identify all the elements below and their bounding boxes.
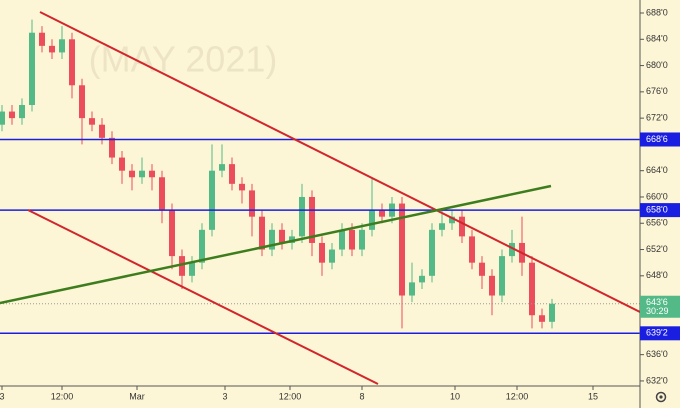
price-label-box bbox=[640, 203, 680, 218]
candle-body bbox=[169, 210, 175, 257]
candle-body bbox=[279, 229, 285, 243]
trend-line bbox=[0, 184, 552, 305]
candle-body bbox=[239, 183, 245, 191]
candle-body bbox=[309, 196, 315, 243]
y-tick-label: 660'0 bbox=[646, 191, 668, 201]
candle-body bbox=[129, 170, 135, 178]
price-label: 668'6 bbox=[646, 134, 668, 144]
candle-body bbox=[329, 249, 335, 263]
y-tick-label: 688'0 bbox=[646, 7, 668, 17]
candle-body bbox=[469, 236, 475, 263]
candle-body bbox=[39, 32, 45, 46]
y-tick-label: 652'0 bbox=[646, 244, 668, 254]
candle-body bbox=[149, 170, 155, 178]
x-tick-label: 12:00 bbox=[279, 391, 302, 401]
candle-body bbox=[69, 39, 75, 86]
candle-body bbox=[189, 262, 195, 276]
countdown-label: 30:29 bbox=[646, 306, 669, 316]
candle-body bbox=[229, 164, 235, 184]
candle-body bbox=[359, 229, 365, 250]
candle-body bbox=[489, 275, 495, 296]
candle-body bbox=[379, 210, 385, 217]
candle-body bbox=[79, 85, 85, 119]
price-label-box bbox=[640, 326, 680, 341]
candle-body bbox=[109, 137, 115, 158]
y-tick-label: 648'0 bbox=[646, 270, 668, 280]
price-label-box bbox=[640, 132, 680, 147]
candle-body bbox=[439, 223, 445, 230]
candle-body bbox=[29, 32, 35, 105]
x-tick-label: 10 bbox=[450, 391, 460, 401]
y-tick-label: 636'0 bbox=[646, 349, 668, 359]
last-price-box bbox=[640, 295, 680, 318]
candle-body bbox=[289, 236, 295, 243]
candle-body bbox=[549, 303, 555, 322]
settings-icon[interactable] bbox=[655, 391, 667, 403]
y-tick-label: 632'0 bbox=[646, 375, 668, 385]
trend-line bbox=[39, 11, 641, 313]
candle-body bbox=[209, 170, 215, 230]
candle-body bbox=[259, 216, 265, 250]
candle-body bbox=[369, 210, 375, 230]
trend-line bbox=[27, 209, 379, 385]
candle-body bbox=[339, 229, 345, 250]
candle-body bbox=[409, 282, 415, 296]
candle-body bbox=[119, 157, 125, 171]
y-tick-label: 684'0 bbox=[646, 34, 668, 44]
y-tick-label: 672'0 bbox=[646, 113, 668, 123]
candle-body bbox=[199, 229, 205, 263]
candle-body bbox=[449, 216, 455, 224]
candle-body bbox=[419, 275, 425, 283]
candle-body bbox=[219, 164, 225, 171]
y-tick-label: 656'0 bbox=[646, 218, 668, 228]
last-price-label: 643'6 bbox=[646, 297, 668, 307]
candle-body bbox=[9, 111, 15, 119]
candle-body bbox=[269, 229, 275, 250]
price-label: 639'2 bbox=[646, 328, 668, 338]
x-tick-label: 3 bbox=[0, 391, 5, 401]
candle-body bbox=[249, 190, 255, 217]
candle-body bbox=[539, 315, 545, 322]
candle-body bbox=[59, 39, 65, 53]
candle-body bbox=[179, 256, 185, 276]
candle-body bbox=[509, 242, 515, 257]
x-tick-label: 15 bbox=[588, 391, 598, 401]
candle-body bbox=[499, 256, 505, 296]
candle-body bbox=[99, 124, 105, 138]
candle-body bbox=[429, 229, 435, 276]
candle-body bbox=[49, 45, 55, 53]
x-tick-label: 12:00 bbox=[51, 391, 74, 401]
x-tick-label: 3 bbox=[222, 391, 227, 401]
y-tick-label: 680'0 bbox=[646, 60, 668, 70]
watermark: (MAY 2021) bbox=[89, 39, 278, 80]
y-tick-label: 664'0 bbox=[646, 165, 668, 175]
x-tick-label: Mar bbox=[129, 391, 145, 401]
candle-body bbox=[319, 242, 325, 263]
candle-body bbox=[479, 262, 485, 276]
x-tick-label: 8 bbox=[359, 391, 364, 401]
y-tick-label: 676'0 bbox=[646, 86, 668, 96]
candle-body bbox=[89, 118, 95, 125]
candle-body bbox=[19, 104, 25, 119]
candle-body bbox=[459, 216, 465, 237]
x-tick-label: 12:00 bbox=[506, 391, 529, 401]
candle-body bbox=[349, 229, 355, 250]
price-label: 658'0 bbox=[646, 204, 668, 214]
candle-body bbox=[399, 203, 405, 296]
candle-body bbox=[159, 177, 165, 211]
candle-body bbox=[299, 196, 305, 237]
candle-body bbox=[139, 170, 145, 178]
candle-body bbox=[0, 111, 5, 125]
candle-body bbox=[529, 262, 535, 316]
